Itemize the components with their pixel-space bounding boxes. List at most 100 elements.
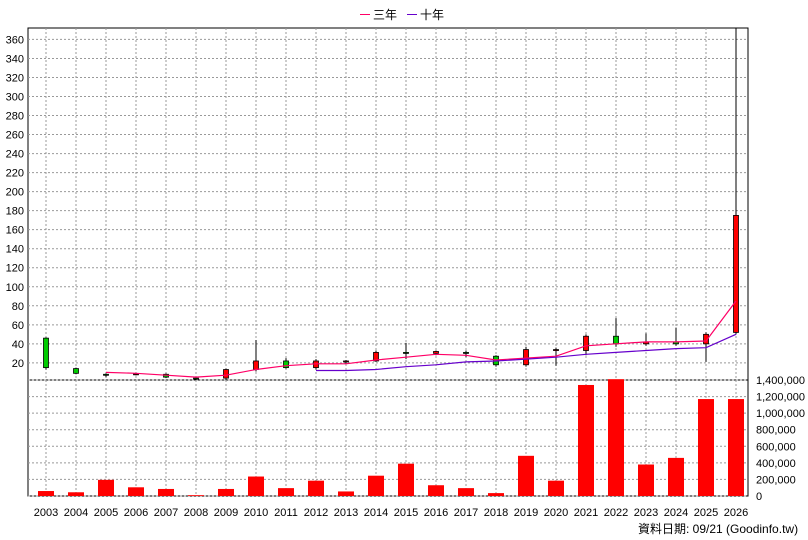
volume-bar xyxy=(248,476,264,496)
candle-body xyxy=(73,368,79,374)
volume-tick-label: 400,000 xyxy=(756,458,796,470)
volume-bar xyxy=(608,379,624,496)
price-tick-label: 140 xyxy=(6,244,24,256)
candle-body xyxy=(583,335,589,351)
year-tick-label: 2011 xyxy=(274,507,298,519)
grid-layer xyxy=(27,27,749,497)
candle-body xyxy=(463,352,469,354)
candle-body xyxy=(553,349,559,351)
year-tick-label: 2016 xyxy=(424,507,448,519)
price-tick-label: 280 xyxy=(6,111,24,123)
candle-body xyxy=(43,337,49,369)
volume-tick-label: 200,000 xyxy=(756,474,796,486)
volume-bar xyxy=(68,492,84,496)
axis-layer: 20 40 60 80 100 120 140 160 180 200 220 240 260 280 30… xyxy=(6,34,805,519)
candle-body xyxy=(733,215,739,333)
year-tick-label: 2018 xyxy=(484,507,508,519)
candle-body xyxy=(373,352,379,362)
year-tick-label: 2005 xyxy=(94,507,118,519)
volume-bar xyxy=(518,455,534,496)
volume-bar xyxy=(578,384,594,496)
year-tick-label: 2009 xyxy=(214,507,238,519)
year-tick-label: 2012 xyxy=(304,507,328,519)
price-tick-label: 320 xyxy=(6,72,24,84)
volume-bar xyxy=(548,480,564,496)
price-tick-label: 120 xyxy=(6,263,24,275)
volume-bar xyxy=(428,485,444,496)
volume-bar xyxy=(128,487,144,496)
candle-body xyxy=(223,369,229,379)
volume-bar xyxy=(398,463,414,496)
price-tick-label: 340 xyxy=(6,53,24,65)
volume-bar xyxy=(98,479,114,496)
price-tick-label: 260 xyxy=(6,130,24,142)
year-tick-label: 2003 xyxy=(34,507,58,519)
legend-label-three-year: 三年 xyxy=(373,8,398,22)
volume-bar xyxy=(488,493,504,496)
volume-bar xyxy=(218,488,234,496)
price-layer xyxy=(43,28,739,380)
candle-body xyxy=(523,349,529,366)
line-layer xyxy=(105,300,737,378)
volume-bar xyxy=(728,399,744,496)
data-date-note: 資料日期: 09/21 (Goodinfo.tw) xyxy=(638,522,799,536)
price-tick-label: 40 xyxy=(12,339,24,351)
year-tick-label: 2026 xyxy=(724,507,748,519)
volume-layer xyxy=(38,379,744,496)
year-tick-label: 2019 xyxy=(514,507,538,519)
price-tick-label: 20 xyxy=(12,358,24,370)
volume-bar xyxy=(308,480,324,496)
year-tick-label: 2023 xyxy=(634,507,658,519)
volume-bar xyxy=(278,488,294,496)
price-tick-label: 240 xyxy=(6,149,24,161)
volume-tick-label: 1,400,000 xyxy=(756,375,805,387)
year-tick-label: 2022 xyxy=(604,507,628,519)
legend-label-ten-year: 十年 xyxy=(420,8,445,22)
candle-body xyxy=(703,333,709,345)
volume-bar xyxy=(698,399,714,496)
year-tick-label: 2007 xyxy=(154,507,178,519)
price-tick-label: 180 xyxy=(6,206,24,218)
volume-bar xyxy=(38,491,54,496)
volume-bar xyxy=(368,475,384,496)
price-tick-label: 100 xyxy=(6,282,24,294)
volume-tick-label: 0 xyxy=(756,491,762,503)
candle-body xyxy=(103,373,109,376)
volume-tick-label: 800,000 xyxy=(756,425,796,437)
candle-body xyxy=(403,352,409,354)
year-tick-label: 2015 xyxy=(394,507,418,519)
volume-tick-label: 1,000,000 xyxy=(756,408,805,420)
year-tick-label: 2008 xyxy=(184,507,208,519)
year-tick-label: 2024 xyxy=(664,507,688,519)
legend-swatch-ten-year xyxy=(407,14,418,15)
volume-tick-label: 1,200,000 xyxy=(756,392,805,404)
year-tick-label: 2021 xyxy=(574,507,598,519)
year-tick-label: 2020 xyxy=(544,507,568,519)
price-tick-label: 300 xyxy=(6,91,24,103)
price-tick-label: 220 xyxy=(6,168,24,180)
year-tick-label: 2017 xyxy=(454,507,478,519)
volume-bar xyxy=(158,488,174,496)
candle-body xyxy=(433,351,439,354)
ten-year-line xyxy=(316,333,737,372)
year-tick-label: 2004 xyxy=(64,507,88,519)
volume-bar xyxy=(638,464,654,496)
year-tick-label: 2010 xyxy=(244,507,268,519)
legend: 三年 十年 xyxy=(360,6,444,23)
candle-body xyxy=(343,360,349,363)
three-year-line xyxy=(105,300,737,378)
year-tick-label: 2025 xyxy=(694,507,718,519)
legend-swatch-three-year xyxy=(360,14,370,15)
volume-bar xyxy=(188,495,204,496)
year-tick-label: 2013 xyxy=(334,507,358,519)
price-tick-label: 80 xyxy=(12,301,24,313)
volume-bar xyxy=(458,488,474,496)
candle-body xyxy=(613,335,619,345)
year-tick-label: 2014 xyxy=(364,507,388,519)
volume-bar xyxy=(668,457,684,496)
price-tick-label: 360 xyxy=(6,34,24,46)
year-tick-label: 2006 xyxy=(124,507,148,519)
candle-body xyxy=(253,360,259,370)
volume-bar xyxy=(338,491,354,496)
